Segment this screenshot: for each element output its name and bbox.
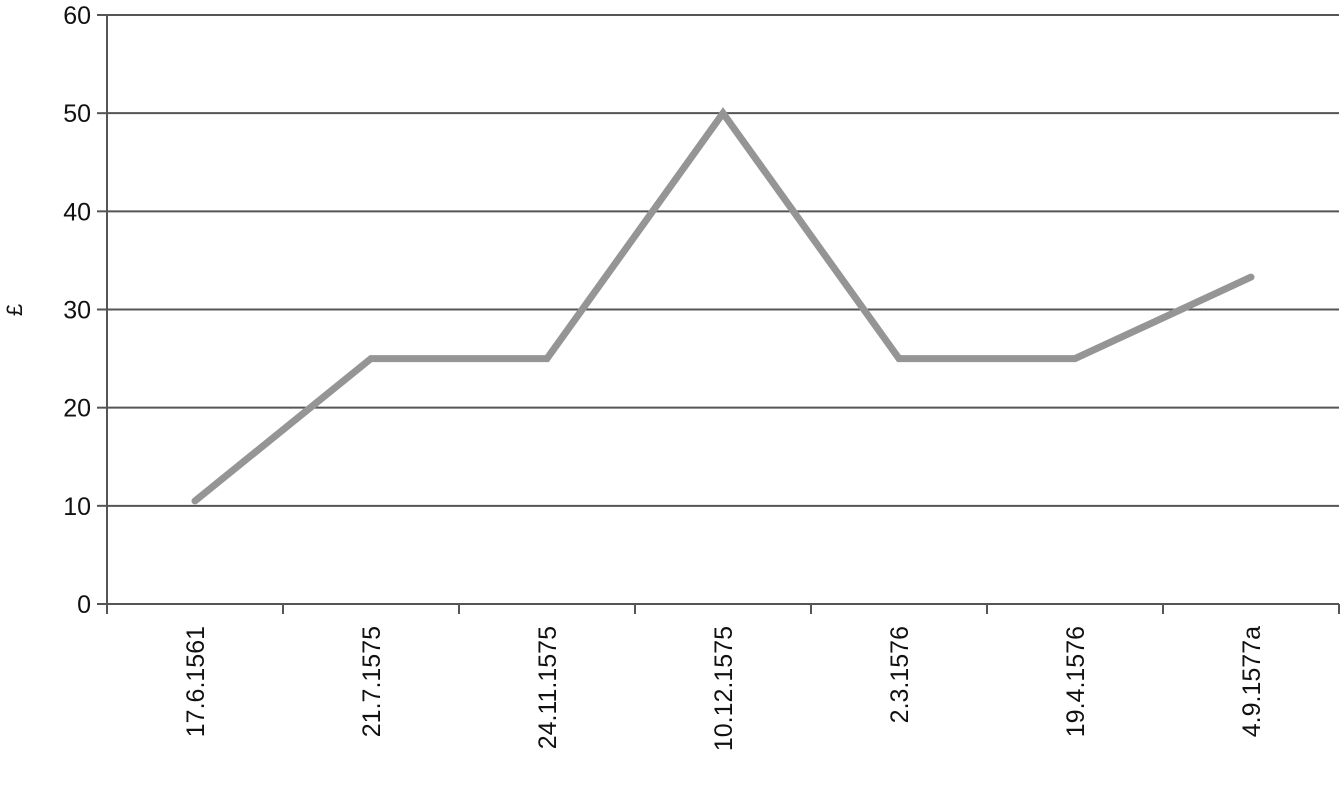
y-tick-label: 10 — [63, 493, 91, 521]
y-tick-label: 20 — [63, 395, 91, 423]
x-tick-label: 2.3.1576 — [886, 626, 914, 723]
x-tick-labels: 17.6.1561 21.7.1575 24.11.1575 10.12.1575 2.… — [182, 626, 1266, 751]
series-line — [191, 107, 1255, 505]
axes — [97, 14, 1340, 614]
y-axis-title: £ — [2, 304, 27, 316]
x-tick-label: 4.9.1577a — [1238, 626, 1266, 737]
y-tick-label: 60 — [63, 2, 91, 30]
gridlines — [107, 14, 1339, 507]
y-tick-label: 40 — [63, 198, 91, 226]
series — [191, 107, 1255, 505]
y-tick-label: 30 — [63, 297, 91, 325]
x-tick-label: 10.12.1575 — [710, 626, 738, 751]
x-tick-label: 19.4.1576 — [1062, 626, 1090, 737]
y-tick-label: 0 — [77, 591, 91, 619]
x-tick-label: 21.7.1575 — [358, 626, 386, 737]
y-tick-label: 50 — [63, 100, 91, 128]
y-tick-labels: 0 10 20 30 40 50 60 — [63, 2, 91, 619]
x-tick-label: 17.6.1561 — [182, 626, 210, 737]
x-tick-label: 24.11.1575 — [534, 626, 562, 749]
